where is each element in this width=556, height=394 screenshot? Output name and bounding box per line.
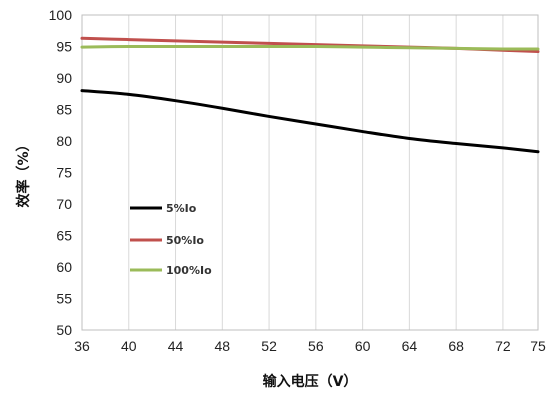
x-tick-label: 40 — [121, 338, 137, 354]
x-tick-label: 48 — [215, 338, 231, 354]
y-tick-label: 100 — [49, 7, 73, 23]
x-tick-label: 64 — [402, 338, 418, 354]
y-tick-label: 85 — [56, 102, 72, 118]
x-tick-label: 60 — [355, 338, 371, 354]
legend-label-2: 100%Io — [166, 264, 212, 277]
series-lines — [80, 36, 540, 154]
series-line-2 — [80, 44, 540, 51]
y-tick-label: 90 — [56, 70, 72, 86]
x-tick-label: 56 — [308, 338, 324, 354]
series-line-0 — [80, 89, 540, 154]
y-tick-label: 55 — [56, 291, 72, 307]
plot-frame — [81, 14, 539, 331]
x-tick-label: 44 — [168, 338, 184, 354]
y-tick-labels: 50 55 60 65 70 75 80 85 90 95 100 — [49, 7, 73, 338]
x-axis-title: 输入电压（V） — [263, 373, 358, 390]
vertical-grid — [81, 15, 539, 330]
y-tick-label: 80 — [56, 133, 72, 149]
x-tick-label: 36 — [74, 338, 90, 354]
x-tick-label: 68 — [448, 338, 464, 354]
y-tick-label: 75 — [56, 165, 72, 181]
x-tick-label: 75 — [530, 338, 546, 354]
axes — [81, 14, 539, 331]
x-tick-label: 52 — [261, 338, 277, 354]
y-axis-title: 效率（%） — [15, 137, 32, 207]
y-tick-label: 65 — [56, 228, 72, 244]
legend-label-0: 5%Io — [166, 202, 197, 215]
x-tick-label: 72 — [495, 338, 511, 354]
y-tick-label: 95 — [56, 39, 72, 55]
y-tick-label: 60 — [56, 259, 72, 275]
y-tick-label: 50 — [56, 322, 72, 338]
legend-label-1: 50%Io — [166, 234, 204, 247]
y-tick-label: 70 — [56, 196, 72, 212]
x-tick-labels: 36 40 44 48 52 56 60 64 68 72 75 — [74, 338, 546, 354]
legend: 5%Io 50%Io 100%Io — [130, 202, 212, 277]
